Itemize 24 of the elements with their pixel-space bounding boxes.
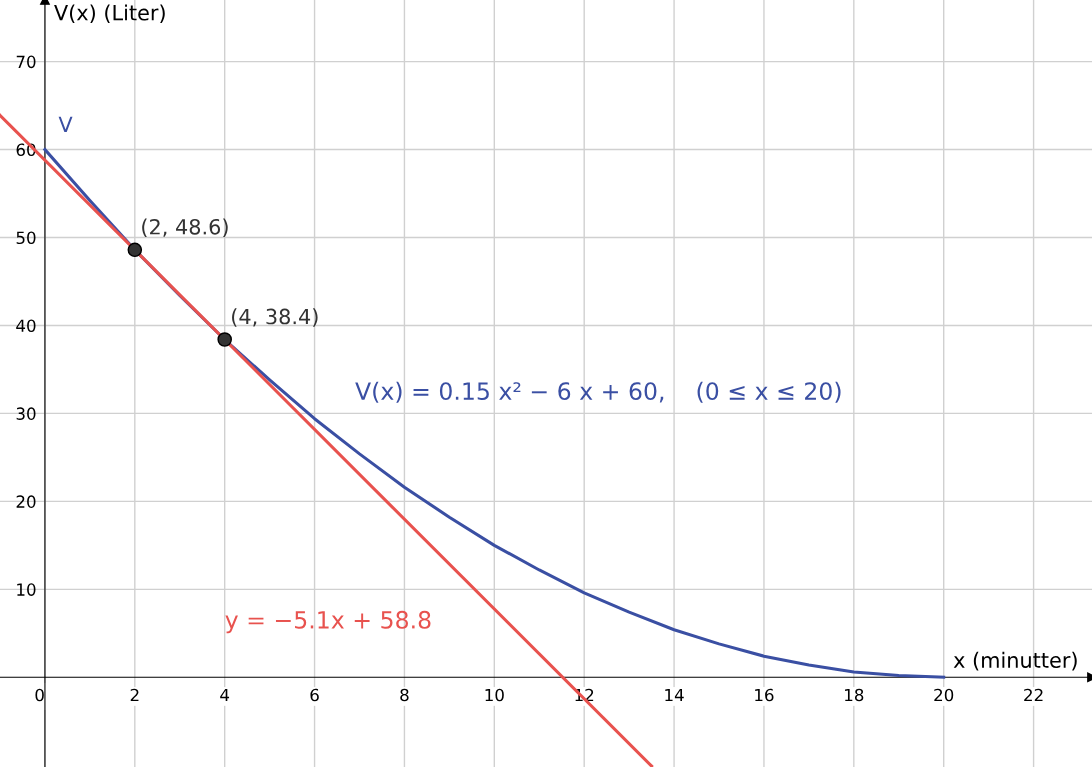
y-tick-label: 70 <box>16 55 36 69</box>
x-tick-label: 10 <box>485 688 504 702</box>
series-label: V <box>58 116 73 132</box>
x-tick-label: 18 <box>845 688 864 702</box>
x-tick-label: 8 <box>400 688 409 702</box>
y-tick-label: 30 <box>16 407 36 420</box>
annotation: (4, 38.4) <box>232 308 318 327</box>
y-tick-label: 40 <box>16 319 36 333</box>
annotation: V(x) = 0.15 x² − 6 x + 60, (0 ≤ x ≤ 20) <box>355 381 841 403</box>
x-tick-label: 16 <box>755 688 774 702</box>
y-tick-label: 10 <box>17 583 36 596</box>
annotation: (2, 48.6) <box>142 218 228 238</box>
y-tick-label: 50 <box>16 231 36 245</box>
x-tick-label: 22 <box>1024 688 1043 702</box>
x-tick-label: 2 <box>130 688 139 702</box>
x-tick-label: 0 <box>35 688 44 702</box>
annotation: y = −5.1x + 58.8 <box>225 610 431 634</box>
x-axis-title: x (minutter) <box>953 651 1077 671</box>
x-tick-label: 20 <box>934 688 954 702</box>
x-tick-label: 14 <box>665 688 684 702</box>
x-tick-label: 4 <box>220 688 230 702</box>
x-tick-label: 6 <box>310 688 319 702</box>
y-axis-title: V(x) (Liter) <box>54 4 165 23</box>
y-tick-label: 20 <box>16 495 36 508</box>
